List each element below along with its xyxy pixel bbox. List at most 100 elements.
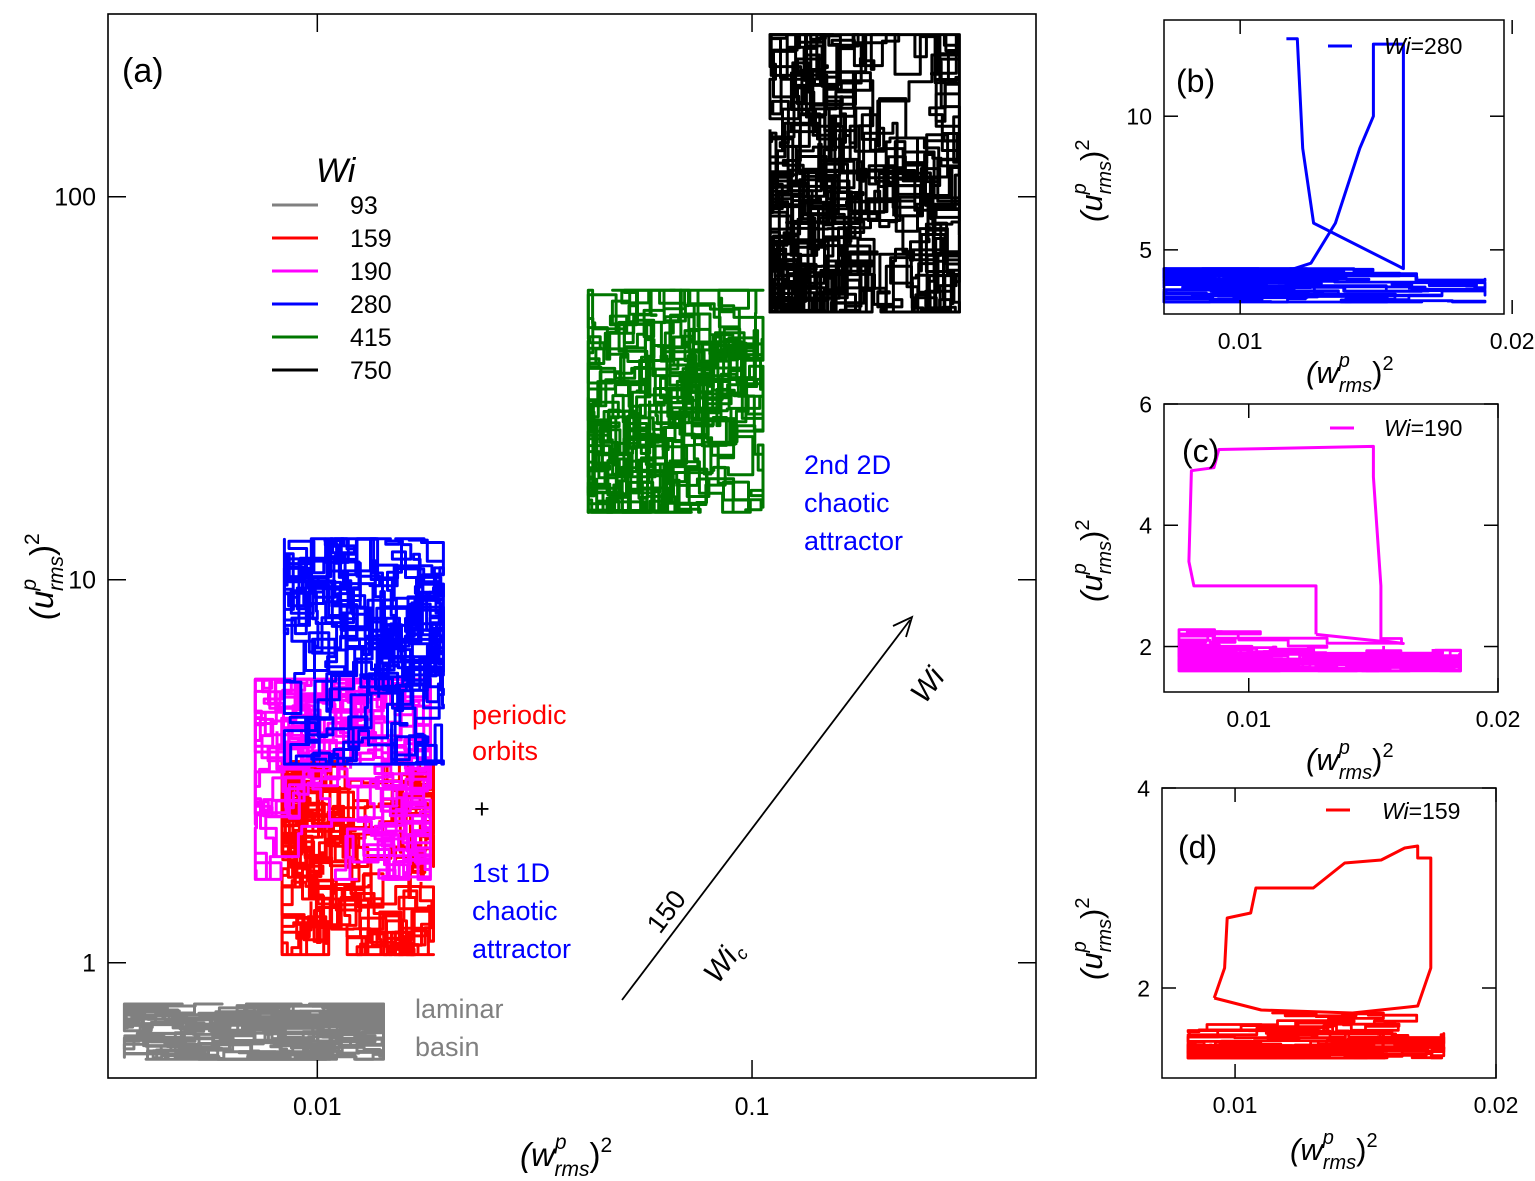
trajectory-wi-415 [586, 288, 760, 455]
ylabel-b-sup: p [1069, 183, 1091, 195]
ylabel-d-sup: p [1069, 941, 1091, 953]
ylabel-a-close: ) [23, 545, 60, 556]
wi-c-label: Wic [697, 934, 752, 991]
panel-a-ylabel: (up rms)2 [18, 533, 68, 620]
legend-label-159: 159 [350, 225, 392, 253]
y-tick-label: 1 [82, 950, 96, 978]
series-wi-280 [282, 537, 445, 766]
panel-d-loop [1212, 844, 1433, 1015]
x-tick-label: 0.01 [1213, 1092, 1258, 1118]
xlabel-c-pow: 2 [1383, 740, 1394, 762]
xlabel-c-sup: p [1338, 737, 1350, 759]
annotation-2nd-2d: 2nd 2D [804, 450, 891, 480]
panel-b-ticks: 0.01 0.02 5 10 [1126, 20, 1535, 354]
x-tick-label: 0.01 [1218, 328, 1263, 354]
trajectory-wi-280 [282, 537, 445, 766]
panel-c-data [1177, 444, 1462, 673]
ylabel-c-close: ) [1074, 531, 1109, 541]
panel-c-label: (c) [1182, 433, 1219, 469]
ylabel-b-pow: 2 [1072, 140, 1094, 151]
panel-b-xlabel: (wp rms)2 [1306, 350, 1394, 397]
ylabel-b-base: (u [1074, 194, 1109, 222]
xlabel-b-sup: p [1338, 350, 1350, 372]
legend-d-wi: Wi [1382, 798, 1410, 824]
xlabel-a-close: ) [590, 1136, 601, 1173]
wi-arrow-start-value: 150 [641, 885, 692, 939]
trajectory-wi-93 [122, 1002, 377, 1050]
panel-c-xlabel: (wp rms)2 [1306, 737, 1394, 784]
wi-arrow-line [621, 619, 911, 1001]
annotation-attractor-2: attractor [804, 526, 903, 556]
panel-a: 0.01 0.1 1 10 100 (a) Wi 93 159 190 280 415 … [18, 13, 1037, 1181]
x-tick-label: 0.02 [1476, 706, 1521, 732]
trajectory-wi-93 [122, 1002, 385, 1061]
panel-a-data [122, 33, 961, 1061]
legend-label-415: 415 [350, 324, 392, 352]
legend-c-value: =190 [1411, 415, 1463, 441]
xlabel-d-base: (w [1290, 1132, 1325, 1167]
wi-arrow: Wi 150 Wic [621, 615, 952, 1001]
annotation-plus: + [474, 794, 490, 824]
ylabel-d-base: (u [1074, 952, 1109, 980]
panel-b-ylabel: (up rms)2 [1069, 140, 1116, 222]
annotation-chaotic-2: chaotic [804, 488, 890, 518]
series-wi-750 [768, 33, 961, 314]
legend-b-value: =280 [1411, 33, 1463, 59]
trajectory-wi-750 [768, 33, 961, 314]
xlabel-a-sup: p [554, 1131, 567, 1154]
xlabel-b-base: (w [1306, 355, 1341, 390]
y-tick-label: 4 [1139, 513, 1152, 539]
xlabel-c-base: (w [1306, 742, 1341, 777]
legend-label-190: 190 [350, 258, 392, 286]
annotations-a: laminar basin periodic orbits + 1st 1D c… [415, 450, 903, 1062]
annotation-chaotic-1: chaotic [472, 896, 558, 926]
legend-a: Wi 93 159 190 280 415 750 [272, 152, 392, 385]
annotation-1st-1d: 1st 1D [472, 858, 550, 888]
legend-c-wi: Wi [1384, 415, 1412, 441]
legend-b-label: Wi=280 [1384, 33, 1462, 59]
trajectory-wi-750 [768, 33, 961, 314]
ylabel-c-sup: p [1069, 563, 1091, 575]
ylabel-d-sub: rms [1094, 919, 1116, 952]
panel-b-band [1162, 267, 1487, 304]
panel-c-frame [1163, 403, 1499, 693]
legend-b-wi: Wi [1384, 33, 1412, 59]
trajectory-wi-93 [217, 1002, 385, 1040]
xlabel-b-close: ) [1372, 355, 1382, 390]
y-tick-label: 5 [1139, 237, 1152, 263]
panel-d-label: (d) [1178, 829, 1217, 865]
y-tick-label: 4 [1137, 775, 1150, 801]
y-tick-label: 10 [1126, 103, 1152, 129]
xlabel-d-pow: 2 [1367, 1130, 1378, 1152]
panel-c-loop [1187, 444, 1405, 645]
legend-d-label: Wi=159 [1382, 798, 1460, 824]
y-tick-label: 6 [1139, 391, 1152, 417]
ylabel-b-sub: rms [1094, 161, 1116, 194]
trajectory-wi-159 [280, 760, 435, 957]
trajectory-wi-280 [344, 585, 445, 766]
x-tick-label: 0.1 [735, 1093, 770, 1121]
ylabel-d-pow: 2 [1072, 898, 1094, 909]
ylabel-a-sub: rms [45, 555, 68, 590]
ylabel-d-close: ) [1074, 909, 1109, 919]
y-tick-label: 10 [68, 567, 96, 595]
xlabel-a-base: (w [520, 1136, 557, 1173]
legend-label-93: 93 [350, 192, 378, 220]
series-wi-415 [586, 288, 765, 514]
panel-d-ylabel: (up rms)2 [1069, 898, 1116, 980]
series-wi-93 [122, 1002, 385, 1061]
panel-c-ticks: 0.01 0.02 2 4 6 [1139, 391, 1520, 732]
xlabel-d-sup: p [1322, 1127, 1334, 1149]
x-tick-label: 0.02 [1490, 328, 1535, 354]
ylabel-a-base: (u [23, 591, 60, 620]
ylabel-a-sup: p [18, 579, 41, 592]
trajectory-wi-280 [282, 537, 430, 760]
legend-title: Wi [316, 152, 357, 190]
annotation-basin: basin [415, 1032, 480, 1062]
annotation-attractor-1: attractor [472, 934, 571, 964]
y-tick-label: 100 [54, 184, 96, 212]
panel-d-xlabel: (wp rms)2 [1290, 1127, 1378, 1174]
ylabel-b-close: ) [1074, 151, 1109, 161]
trajectory-wi-190 [253, 677, 432, 841]
